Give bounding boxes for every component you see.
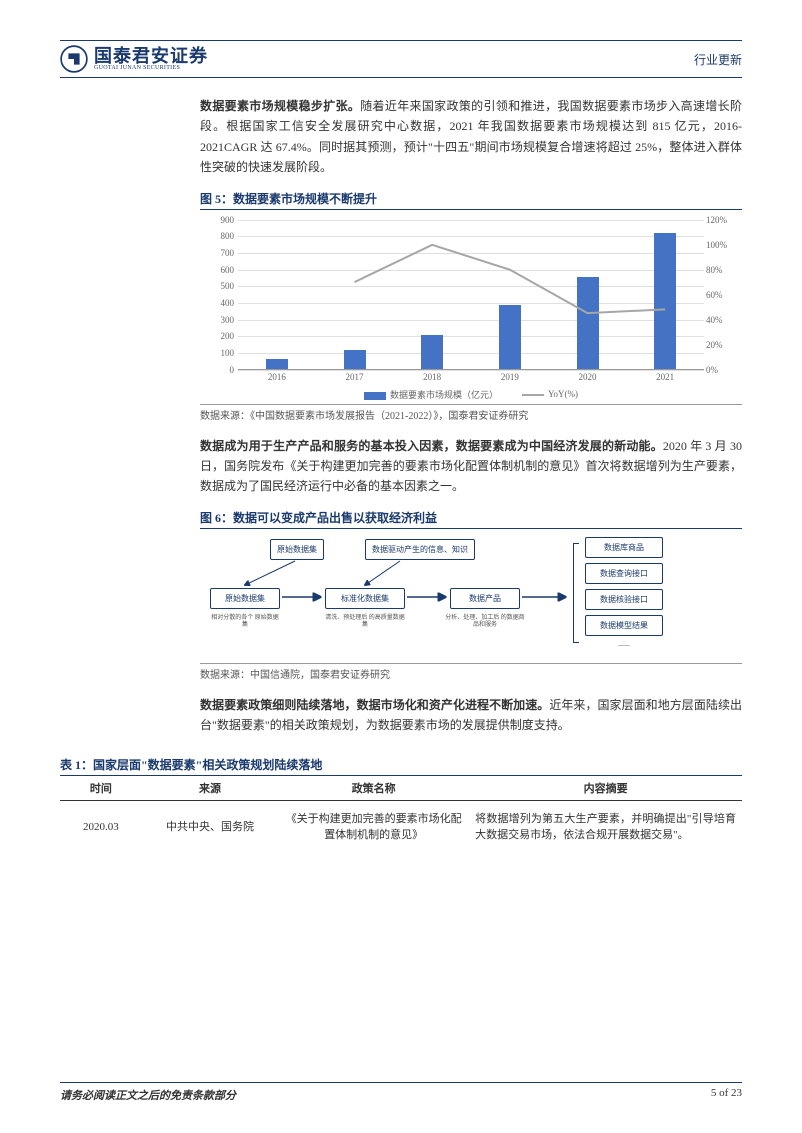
cell-name: 《关于构建更加完善的要素市场化配置体制机制的意见》 — [278, 800, 469, 854]
company-logo: 国泰君安证券 GUOTAI JUNAN SECURITIES — [60, 45, 208, 73]
policy-table: 时间 来源 政策名称 内容摘要 2020.03 中共中央、国务院 《关于构建更加… — [60, 776, 742, 854]
fig6-diagram: 原始数据集 数据驱动产生的信息、知识 原始数据集 相对分散的各个 原始数据集 标… — [200, 533, 742, 663]
chart5-bar-line: 0 100 200 300 400 500 600 700 800 900 0% 20% 40% 60% 8… — [200, 214, 742, 404]
chart5-ylabel-left: 800 — [210, 231, 234, 241]
chart5-ylabel-left: 300 — [210, 315, 234, 325]
paragraph-2: 数据成为用于生产产品和服务的基本投入因素，数据要素成为中国经济发展的新动能。20… — [200, 436, 742, 497]
chart5-ylabel-left: 700 — [210, 248, 234, 258]
cell-source: 中共中央、国务院 — [142, 800, 278, 854]
chart5-line — [238, 220, 704, 369]
fig5-title: 图 5：数据要素市场规模不断提升 — [200, 190, 742, 210]
chart5-xlabel: 2018 — [423, 372, 441, 382]
chart5-ylabel-right: 120% — [706, 215, 734, 225]
chart5-xlabel: 2021 — [656, 372, 674, 382]
col-source: 来源 — [142, 776, 278, 801]
table-header-row: 时间 来源 政策名称 内容摘要 — [60, 776, 742, 801]
chart5-xlabel: 2016 — [268, 372, 286, 382]
d6-arrows — [200, 533, 742, 663]
cell-summary: 将数据增列为第五大生产要素，并明确提出"引导培育大数据交易市场，依法合规开展数据… — [469, 800, 742, 854]
col-name: 政策名称 — [278, 776, 469, 801]
chart5-xlabel: 2017 — [346, 372, 364, 382]
cell-time: 2020.03 — [60, 800, 142, 854]
chart5-ylabel-left: 200 — [210, 331, 234, 341]
fig6-title: 图 6：数据可以变成产品出售以获取经济利益 — [200, 509, 742, 529]
para3-lead: 数据要素政策细则陆续落地，数据市场化和资产化进程不断加速。 — [200, 698, 549, 712]
legend-bar-label: 数据要素市场规模（亿元） — [390, 390, 498, 400]
chart5-ylabel-right: 80% — [706, 265, 734, 275]
company-name-cn: 国泰君安证券 — [94, 47, 208, 65]
chart5-ylabel-left: 0 — [210, 365, 234, 375]
footer-disclaimer: 请务必阅读正文之后的免责条款部分 — [60, 1087, 236, 1103]
chart5-ylabel-left: 500 — [210, 281, 234, 291]
chart5-ylabel-left: 600 — [210, 265, 234, 275]
logo-icon — [60, 45, 88, 73]
chart5-xlabel: 2020 — [579, 372, 597, 382]
legend-line-label: YoY(%) — [548, 389, 578, 399]
col-summary: 内容摘要 — [469, 776, 742, 801]
paragraph-3: 数据要素政策细则陆续落地，数据市场化和资产化进程不断加速。近年来，国家层面和地方… — [200, 695, 742, 736]
table-row: 2020.03 中共中央、国务院 《关于构建更加完善的要素市场化配置体制机制的意… — [60, 800, 742, 854]
table1-title: 表 1：国家层面"数据要素"相关政策规划陆续落地 — [60, 756, 742, 776]
para2-lead: 数据成为用于生产产品和服务的基本投入因素，数据要素成为中国经济发展的新动能。 — [200, 439, 663, 453]
header-section-label: 行业更新 — [694, 51, 742, 68]
para1-lead: 数据要素市场规模稳步扩张。 — [200, 99, 360, 113]
paragraph-1: 数据要素市场规模稳步扩张。随着近年来国家政策的引领和推进，我国数据要素市场步入高… — [200, 96, 742, 178]
chart5-ylabel-right: 20% — [706, 340, 734, 350]
fig6-caption: 数据来源：中国信通院，国泰君安证券研究 — [200, 663, 742, 681]
chart5-xlabel: 2019 — [501, 372, 519, 382]
page-header: 国泰君安证券 GUOTAI JUNAN SECURITIES 行业更新 — [60, 40, 742, 78]
chart5-legend: 数据要素市场规模（亿元） YoY(%) — [210, 388, 732, 401]
chart5-ylabel-left: 400 — [210, 298, 234, 308]
footer-page-number: 5 of 23 — [711, 1087, 742, 1103]
chart5-ylabel-right: 0% — [706, 365, 734, 375]
chart5-ylabel-right: 100% — [706, 240, 734, 250]
chart5-ylabel-left: 100 — [210, 348, 234, 358]
page-footer: 请务必阅读正文之后的免责条款部分 5 of 23 — [60, 1082, 742, 1103]
col-time: 时间 — [60, 776, 142, 801]
chart5-ylabel-right: 60% — [706, 290, 734, 300]
chart5-ylabel-right: 40% — [706, 315, 734, 325]
chart5-ylabel-left: 900 — [210, 215, 234, 225]
fig5-caption: 数据来源：《中国数据要素市场发展报告（2021-2022）》，国泰君安证券研究 — [200, 404, 742, 422]
